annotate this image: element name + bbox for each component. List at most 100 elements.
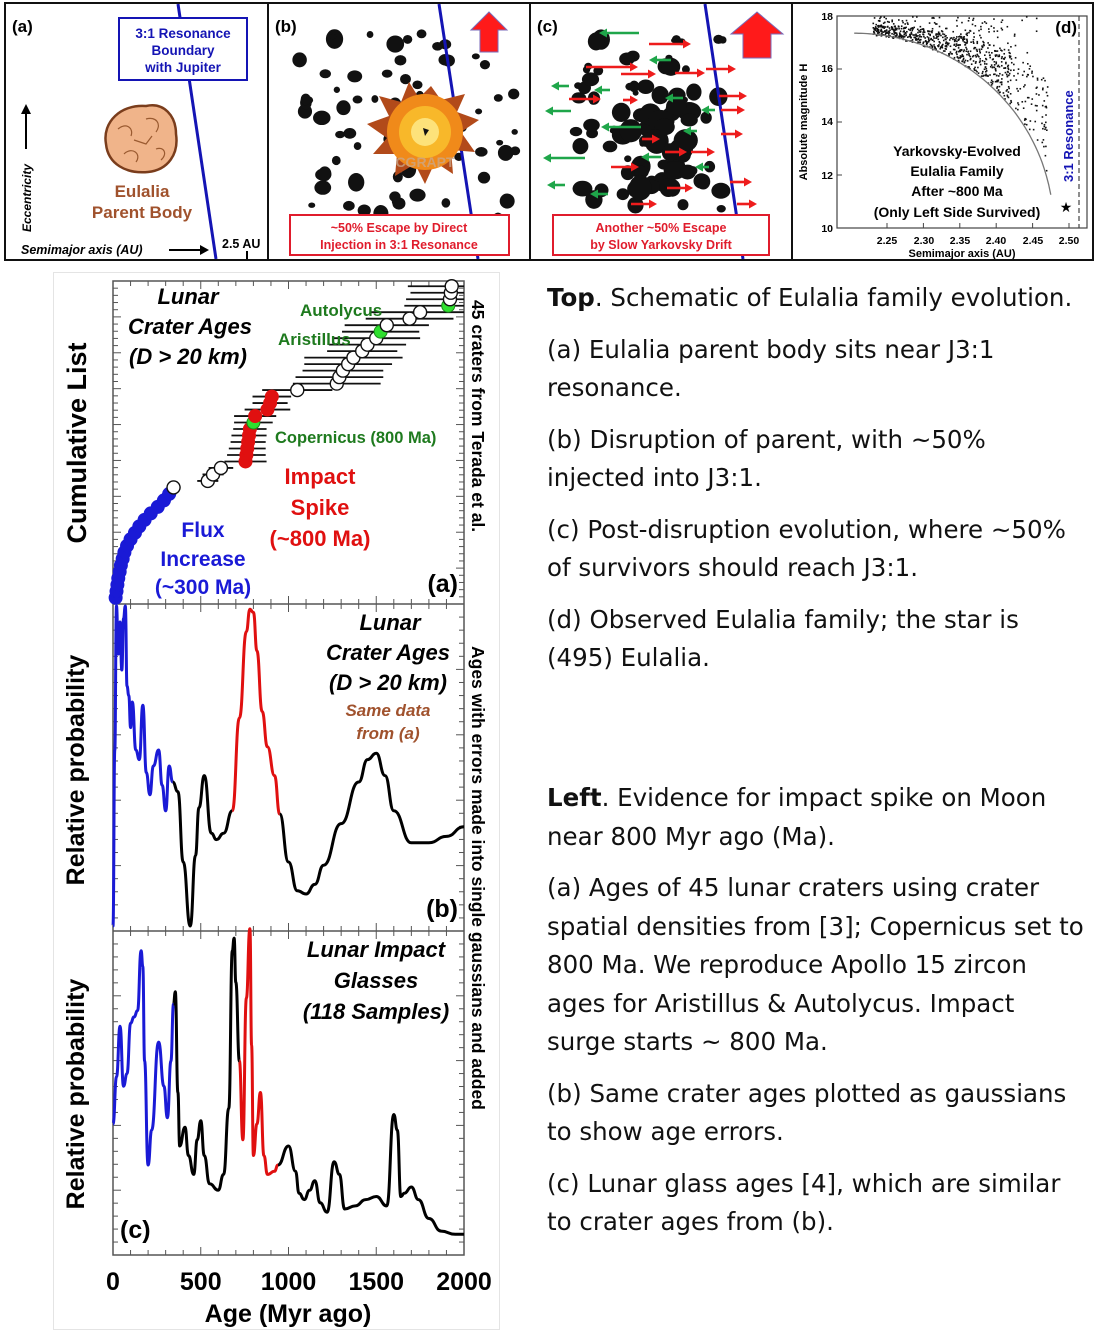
family-member-dot bbox=[1042, 139, 1045, 141]
family-member-dot bbox=[968, 66, 971, 68]
family-member-dot bbox=[932, 35, 935, 38]
family-member-dot bbox=[1005, 62, 1007, 65]
family-member-dot bbox=[944, 38, 947, 40]
family-member-dot bbox=[900, 27, 903, 30]
family-member-dot bbox=[1023, 85, 1025, 88]
family-member-dot bbox=[1003, 52, 1006, 55]
fragment bbox=[499, 193, 515, 209]
family-member-dot bbox=[1013, 63, 1015, 66]
family-member-dot bbox=[1001, 49, 1003, 52]
family-member-dot bbox=[930, 37, 933, 40]
fragment bbox=[432, 41, 443, 51]
family-member-dot bbox=[960, 33, 962, 35]
family-member-dot bbox=[974, 54, 977, 57]
family-member-dot bbox=[905, 26, 907, 29]
family-member-dot bbox=[972, 54, 975, 57]
caption-text: (a) Ages of 45 lunar craters using crate… bbox=[547, 873, 1084, 1056]
fragment bbox=[666, 97, 687, 116]
family-member-dot bbox=[979, 50, 981, 52]
family-member-dot bbox=[1045, 114, 1047, 116]
family-member-dot bbox=[938, 16, 941, 19]
family-member-dot bbox=[890, 26, 893, 28]
arrowhead-icon bbox=[543, 153, 551, 163]
family-member-dot bbox=[919, 41, 921, 43]
family-member-dot bbox=[985, 58, 988, 61]
family-member-dot bbox=[1025, 123, 1028, 126]
crater-point bbox=[412, 305, 428, 320]
family-member-dot bbox=[994, 73, 996, 76]
caption-heading: Left bbox=[547, 783, 602, 812]
family-member-dot bbox=[976, 53, 979, 56]
family-member-dot bbox=[1041, 104, 1044, 107]
family-member-dot bbox=[996, 50, 999, 52]
family-member-dot bbox=[999, 72, 1001, 75]
fragment bbox=[318, 166, 332, 182]
family-member-dot bbox=[1000, 27, 1003, 30]
copernicus-label: Copernicus (800 Ma) bbox=[275, 429, 436, 447]
family-member-dot bbox=[955, 37, 957, 40]
family-member-dot bbox=[976, 40, 979, 43]
y-tick-label: 12 bbox=[821, 170, 833, 182]
family-member-dot bbox=[1007, 91, 1010, 93]
x-tick-label: 2.40 bbox=[986, 235, 1007, 247]
family-member-dot bbox=[944, 45, 947, 47]
family-member-dot bbox=[920, 35, 923, 38]
caption-top-paragraph: (b) Disruption of parent, with ~50% inje… bbox=[547, 421, 1087, 498]
panel-b-disruption: CGRAPT (b) ~50% Escape by Direct Injecti… bbox=[267, 2, 531, 261]
arrowhead-icon bbox=[744, 177, 752, 187]
family-member-dot bbox=[912, 34, 915, 36]
family-member-dot bbox=[884, 26, 887, 28]
family-member-dot bbox=[953, 48, 956, 51]
family-member-dot bbox=[880, 28, 883, 31]
family-member-dot bbox=[980, 75, 983, 77]
family-member-dot bbox=[880, 35, 883, 37]
panel-b-title-3: (D > 20 km) bbox=[329, 670, 447, 695]
family-member-dot bbox=[998, 91, 1001, 94]
family-member-dot bbox=[1004, 71, 1007, 74]
probability-curve-segment bbox=[111, 604, 175, 928]
fragment bbox=[583, 118, 600, 132]
crater-point bbox=[444, 279, 459, 294]
family-member-dot bbox=[956, 53, 958, 56]
family-member-dot bbox=[987, 75, 989, 78]
family-member-dot bbox=[891, 28, 893, 31]
fragment bbox=[348, 173, 365, 192]
family-member-dot bbox=[975, 56, 978, 58]
family-member-dot bbox=[969, 58, 972, 61]
fragment bbox=[325, 29, 344, 49]
family-member-dot bbox=[919, 28, 922, 31]
family-member-dot bbox=[925, 39, 927, 42]
family-member-dot bbox=[944, 50, 946, 52]
family-member-dot bbox=[888, 21, 890, 23]
family-member-dot bbox=[1007, 64, 1010, 67]
crater-point bbox=[290, 382, 305, 398]
family-member-dot bbox=[972, 41, 975, 43]
family-member-dot bbox=[934, 23, 937, 25]
family-member-dot bbox=[1040, 78, 1043, 81]
gaussians-side-label: Ages with errors made into single gaussi… bbox=[468, 646, 488, 1110]
family-member-dot bbox=[1003, 94, 1006, 97]
family-member-dot bbox=[962, 36, 964, 39]
family-member-dot bbox=[1024, 123, 1026, 125]
family-member-dot bbox=[1046, 94, 1049, 97]
fragment bbox=[381, 69, 393, 78]
family-member-dot bbox=[958, 50, 960, 53]
family-member-dot bbox=[877, 19, 880, 22]
fragment bbox=[343, 200, 355, 211]
family-member-dot bbox=[903, 26, 906, 29]
family-member-dot bbox=[926, 36, 929, 38]
family-member-dot bbox=[1041, 116, 1044, 118]
lunar-figure-frame bbox=[53, 272, 500, 1330]
family-member-dot bbox=[945, 27, 947, 30]
family-member-dot bbox=[919, 30, 922, 33]
family-member-dot bbox=[877, 30, 880, 32]
family-member-dot bbox=[970, 57, 972, 60]
family-member-dot bbox=[990, 25, 993, 28]
family-member-dot bbox=[891, 20, 894, 23]
family-member-dot bbox=[874, 27, 877, 30]
family-member-dot bbox=[919, 35, 921, 38]
x-tick-label: 2.25 bbox=[877, 235, 898, 247]
family-member-dot bbox=[996, 85, 999, 88]
family-member-dot bbox=[879, 24, 882, 27]
family-member-dot bbox=[995, 62, 998, 65]
